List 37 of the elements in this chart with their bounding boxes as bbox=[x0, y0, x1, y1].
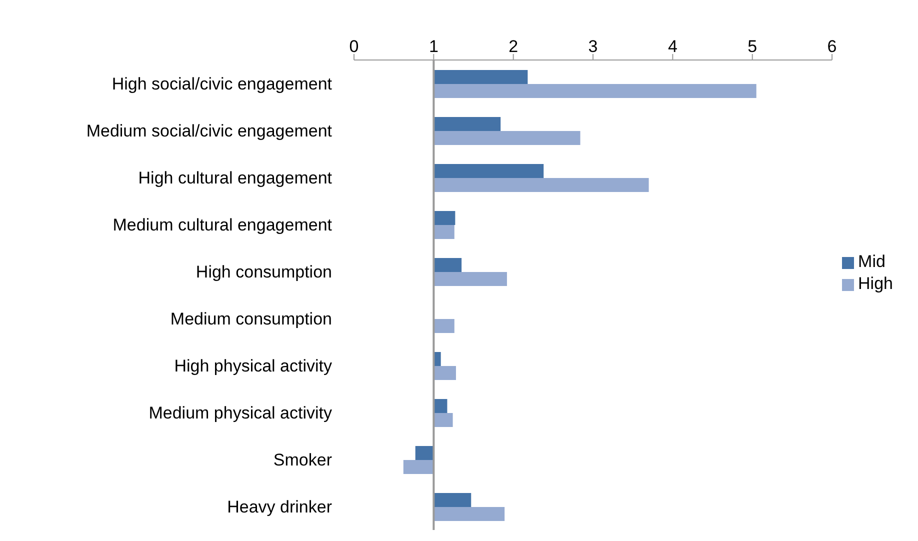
x-tick-label: 0 bbox=[349, 37, 359, 56]
y-tick-label: Smoker bbox=[273, 450, 332, 470]
x-tick-label: 5 bbox=[748, 37, 758, 56]
y-tick-label: High social/civic engagement bbox=[112, 74, 332, 94]
y-tick-label: Heavy drinker bbox=[227, 498, 332, 517]
bar bbox=[434, 70, 528, 84]
x-tick-label: 4 bbox=[668, 37, 678, 56]
y-tick-label: Medium physical activity bbox=[148, 404, 332, 423]
bar bbox=[434, 164, 544, 178]
bar bbox=[415, 446, 434, 460]
bar bbox=[434, 493, 472, 507]
bar bbox=[434, 272, 507, 286]
bar bbox=[434, 507, 505, 521]
bar bbox=[434, 211, 456, 225]
y-tick-label: Medium consumption bbox=[170, 310, 332, 329]
x-tick-label: 6 bbox=[827, 37, 837, 56]
bar bbox=[403, 460, 434, 474]
bar bbox=[434, 258, 462, 272]
bar bbox=[434, 131, 580, 145]
x-tick-label: 1 bbox=[428, 37, 438, 56]
legend-label: High bbox=[858, 274, 893, 293]
bar bbox=[434, 399, 448, 413]
bar bbox=[434, 117, 501, 131]
legend-label: Mid bbox=[858, 252, 886, 271]
bar bbox=[434, 225, 454, 239]
y-tick-label: High consumption bbox=[196, 262, 332, 282]
bar bbox=[434, 366, 456, 380]
y-tick-label: High physical activity bbox=[174, 356, 332, 376]
bar bbox=[434, 178, 649, 192]
y-tick-label: High cultural engagement bbox=[138, 168, 332, 188]
bar bbox=[434, 84, 756, 98]
bar bbox=[434, 319, 454, 333]
bar bbox=[434, 413, 453, 427]
x-tick-label: 2 bbox=[508, 37, 518, 56]
y-tick-label: Medium social/civic engagement bbox=[86, 122, 332, 141]
y-tick-label: Medium cultural engagement bbox=[112, 216, 332, 235]
x-tick-label: 3 bbox=[588, 37, 598, 56]
